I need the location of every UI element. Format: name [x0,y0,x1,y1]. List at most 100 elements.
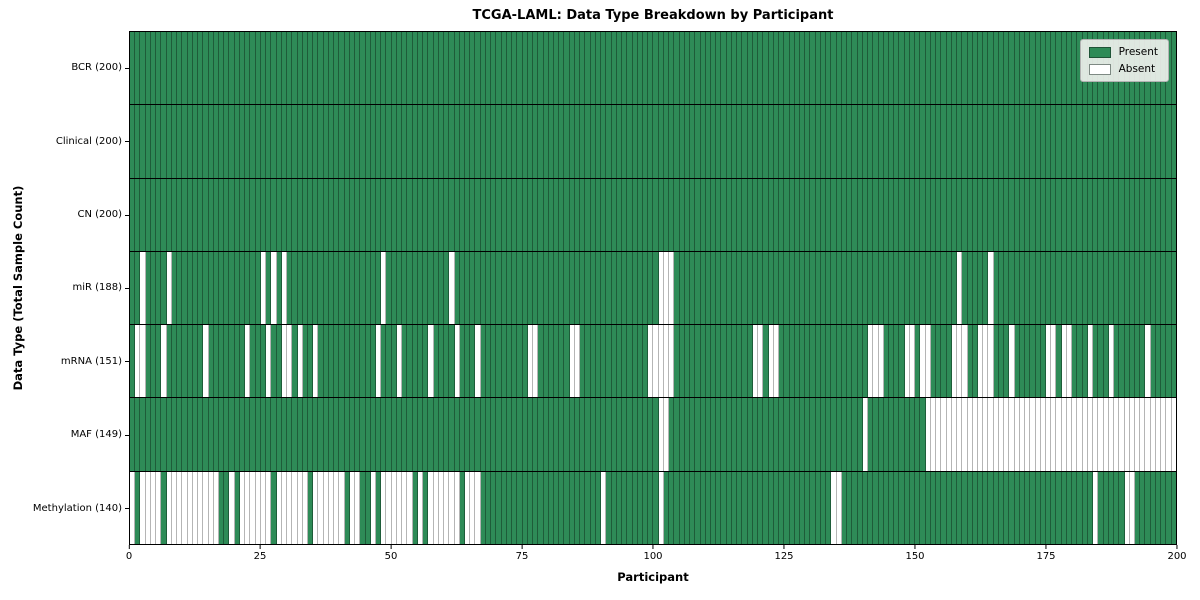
heatmap-cell [281,471,288,544]
heatmap-cell [543,325,549,398]
heatmap-cell [888,251,895,325]
heatmap-cell [977,471,984,544]
heatmap-cell [794,32,800,105]
heatmap-cell [983,178,989,251]
heatmap-cell [951,251,958,325]
heatmap-cell [433,105,439,178]
heatmap-cell [805,398,811,471]
heatmap-cell [553,105,560,178]
heatmap-cell [334,105,340,178]
heatmap-cell [705,251,712,325]
heatmap-cell [355,32,361,105]
heatmap-cell [737,471,743,544]
heatmap-cell [349,398,356,471]
heatmap-cell [355,398,361,471]
heatmap-cell [1093,398,1099,471]
heatmap-cell [538,105,544,178]
heatmap-cell [695,325,701,398]
heatmap-cell [512,178,518,251]
heatmap-cell [632,251,638,325]
heatmap-cell [574,178,581,251]
heatmap-cell [951,178,958,251]
heatmap-cell [376,325,382,398]
heatmap-cell [820,178,827,251]
heatmap-cell [873,178,879,251]
heatmap-cell [1025,178,1031,251]
heatmap-cell [1114,471,1120,544]
heatmap-cell [496,178,502,251]
heatmap-cell [454,105,460,178]
heatmap-cell [1066,178,1073,251]
heatmap-cell [1155,251,1162,325]
heatmap-cell [1035,251,1041,325]
heatmap-cell [836,105,842,178]
heatmap-cell [407,471,413,544]
heatmap-cell [962,178,968,251]
heatmap-cell [946,325,952,398]
heatmap-cell [245,32,251,105]
heatmap-cell [302,251,308,325]
heatmap-cell [653,32,659,105]
chart-title: TCGA-LAML: Data Type Breakdown by Partic… [472,8,834,23]
heatmap-cell [800,105,806,178]
heatmap-cell [899,471,905,544]
heatmap-cell [773,178,780,251]
heatmap-cell [313,251,319,325]
heatmap-cell [920,325,926,398]
heatmap-cell [888,105,895,178]
heatmap-cell [365,32,371,105]
heatmap-cell [794,398,800,471]
heatmap-cell [862,325,869,398]
heatmap-cell [868,398,874,471]
heatmap-cell [302,325,308,398]
legend-item-absent: Absent [1088,63,1158,75]
heatmap-cell [198,325,204,398]
heatmap-cell [517,251,523,325]
heatmap-cell [679,32,685,105]
heatmap-cell [501,471,507,544]
heatmap-cell [669,178,675,251]
heatmap-cell [1119,178,1125,251]
heatmap-cell [580,32,586,105]
heatmap-cell [637,105,643,178]
heatmap-cell [983,471,989,544]
heatmap-cell [663,251,670,325]
heatmap-cell [297,178,303,251]
heatmap-cell [726,471,732,544]
heatmap-cell [323,251,329,325]
heatmap-cell [1161,471,1167,544]
heatmap-cell [590,32,596,105]
heatmap-cell [684,325,691,398]
heatmap-cell [936,105,942,178]
heatmap-cell [328,251,335,325]
heatmap-cell [323,178,329,251]
heatmap-cell [297,105,303,178]
heatmap-cell [580,178,586,251]
heatmap-cell [972,32,978,105]
heatmap-cell [417,32,424,105]
heatmap-cell [433,325,439,398]
heatmap-cell [470,105,476,178]
heatmap-cell [281,398,288,471]
x-tick: 75 [516,545,528,562]
heatmap-cell [396,32,403,105]
heatmap-cell [946,251,952,325]
heatmap-cell [1025,471,1031,544]
heatmap-cell [449,178,455,251]
heatmap-cell [323,398,329,471]
heatmap-cell [805,32,811,105]
heatmap-cell [674,398,680,471]
heatmap-cell [386,325,392,398]
heatmap-cell [229,471,235,544]
heatmap-cell [1155,178,1162,251]
x-tick-mark [390,545,392,549]
heatmap-cell [721,251,727,325]
heatmap-cell [402,105,408,178]
heatmap-cell [606,325,612,398]
heatmap-cell [1040,32,1047,105]
heatmap-cell [773,398,780,471]
heatmap-cell [810,105,816,178]
heatmap-cell [475,251,481,325]
heatmap-cell [873,471,879,544]
heatmap-cell [328,325,335,398]
